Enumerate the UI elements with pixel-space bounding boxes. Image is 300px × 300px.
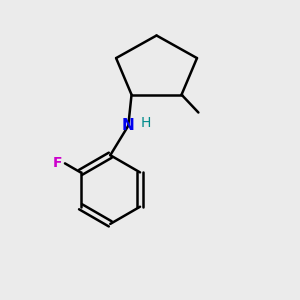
Text: H: H (141, 116, 152, 130)
Text: N: N (122, 118, 135, 133)
Text: F: F (53, 156, 62, 170)
